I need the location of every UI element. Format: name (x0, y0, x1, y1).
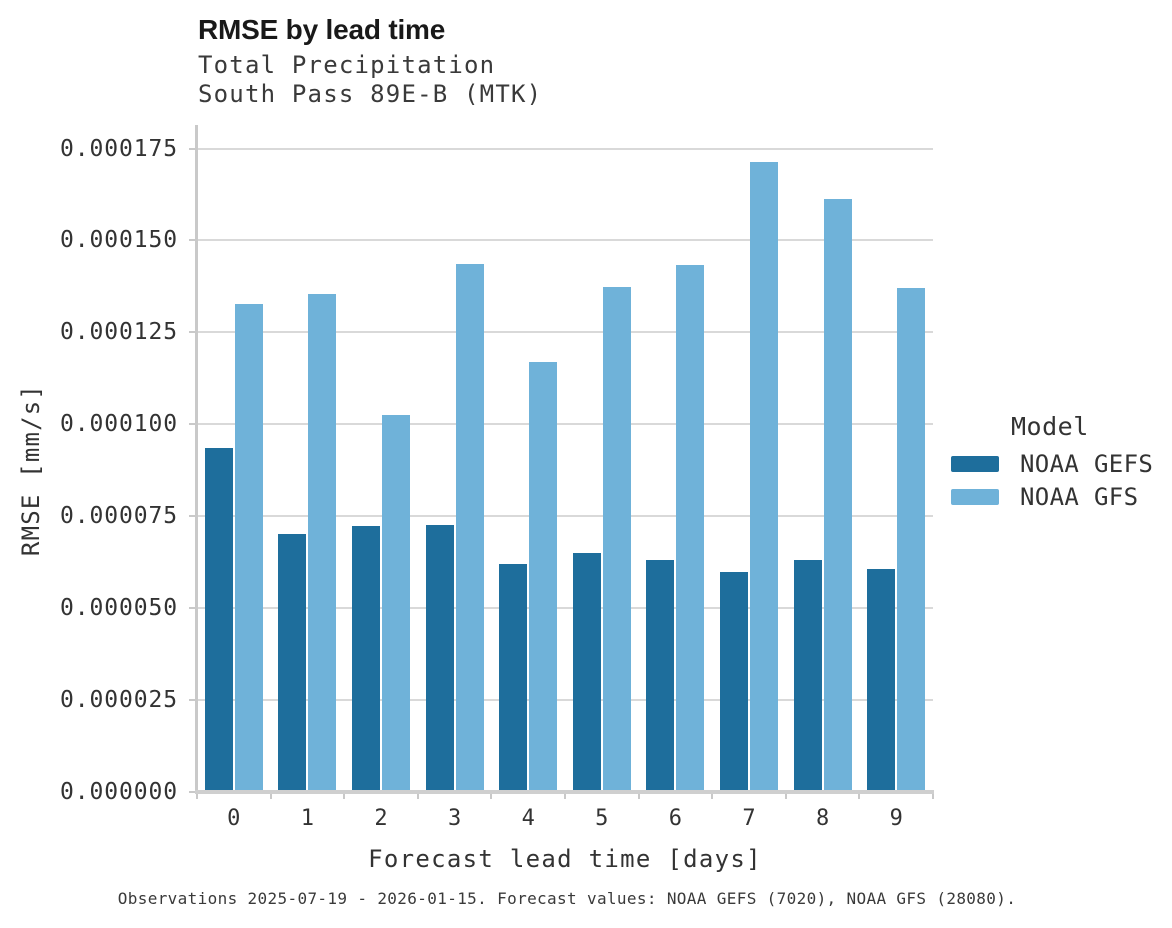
x-tick-label: 8 (815, 806, 830, 831)
x-minor-tick-mark (416, 794, 419, 799)
y-tick-label: 0.000175 (60, 135, 178, 162)
x-minor-tick-mark (637, 794, 640, 799)
y-tick-label: 0.000075 (60, 502, 178, 529)
gridline (197, 514, 933, 517)
bar-noaa-gfs-day9 (897, 287, 926, 792)
y-axis-spine (195, 125, 198, 794)
bar-noaa-gefs-day1 (278, 533, 307, 792)
gridline (197, 239, 933, 242)
legend-label-noaa-gefs: NOAA GEFS (1020, 450, 1154, 478)
bar-noaa-gefs-day0 (204, 448, 233, 792)
y-tick-mark (189, 698, 196, 701)
x-tick-label: 6 (668, 806, 683, 831)
legend-swatch-noaa-gefs (951, 456, 999, 472)
x-minor-tick-mark (858, 794, 861, 799)
chart-subtitle-station: South Pass 89E-B (MTK) (198, 80, 543, 108)
bar-noaa-gefs-day3 (425, 525, 454, 792)
x-minor-tick-mark (784, 794, 787, 799)
chart-subtitle-variable: Total Precipitation (198, 51, 496, 79)
bar-noaa-gfs-day0 (234, 304, 263, 792)
y-tick-label: 0.000125 (60, 319, 178, 346)
y-tick-label: 0.000050 (60, 594, 178, 621)
y-tick-label: 0.000150 (60, 227, 178, 254)
bar-noaa-gfs-day8 (823, 199, 852, 792)
y-tick-mark (189, 147, 196, 150)
bar-noaa-gfs-day1 (308, 293, 337, 792)
legend-title: Model (1011, 412, 1089, 441)
bar-noaa-gfs-day3 (455, 263, 484, 792)
x-axis-spine (195, 790, 934, 794)
bar-noaa-gefs-day6 (646, 560, 675, 792)
legend-swatch-noaa-gfs (951, 488, 999, 505)
bar-noaa-gefs-day7 (720, 572, 748, 792)
x-tick-label: 1 (300, 806, 315, 831)
bar-noaa-gfs-day7 (750, 162, 778, 792)
bar-noaa-gefs-day5 (572, 553, 601, 792)
x-tick-label: 5 (595, 806, 609, 831)
bar-noaa-gefs-day8 (793, 559, 822, 792)
bar-noaa-gefs-day9 (867, 569, 896, 792)
x-minor-tick-mark (490, 794, 493, 799)
bar-noaa-gefs-day2 (352, 526, 380, 792)
bar-noaa-gfs-day5 (602, 287, 631, 792)
bar-noaa-gefs-day4 (499, 563, 528, 792)
y-axis-title: RMSE [mm/s] (17, 383, 45, 557)
legend-label-noaa-gfs: NOAA GFS (1020, 482, 1139, 511)
gridline (197, 331, 933, 334)
x-tick-label: 2 (374, 806, 388, 831)
x-minor-tick-mark (269, 794, 272, 799)
gridline (197, 698, 933, 701)
x-minor-tick-mark (564, 794, 566, 799)
bar-noaa-gfs-day6 (676, 265, 705, 792)
bar-noaa-gfs-day2 (382, 415, 410, 792)
y-tick-mark (189, 331, 196, 334)
gridline (197, 606, 933, 609)
y-tick-mark (189, 790, 196, 793)
x-tick-label: 7 (742, 806, 756, 831)
x-minor-tick-mark (196, 794, 198, 799)
x-tick-label: 9 (889, 806, 903, 831)
y-tick-mark (189, 514, 196, 517)
x-tick-label: 4 (521, 806, 535, 831)
x-axis-title: Forecast lead time [days] (368, 845, 762, 873)
y-tick-mark (189, 239, 196, 242)
y-tick-label: 0.000000 (60, 778, 178, 805)
bar-noaa-gfs-day4 (529, 362, 558, 792)
gridline (197, 423, 933, 426)
chart-title: RMSE by lead time (198, 14, 446, 45)
x-minor-tick-mark (343, 794, 346, 799)
x-tick-label: 3 (447, 806, 462, 831)
x-tick-label: 0 (227, 806, 241, 831)
y-tick-label: 0.000025 (60, 686, 178, 713)
y-tick-mark (189, 423, 196, 426)
chart-caption: Observations 2025-07-19 - 2026-01-15. Fo… (117, 889, 1017, 908)
y-tick-mark (189, 606, 196, 609)
y-tick-label: 0.000100 (60, 411, 178, 438)
x-minor-tick-mark (932, 794, 934, 799)
gridline (197, 147, 933, 150)
x-minor-tick-mark (711, 794, 714, 799)
